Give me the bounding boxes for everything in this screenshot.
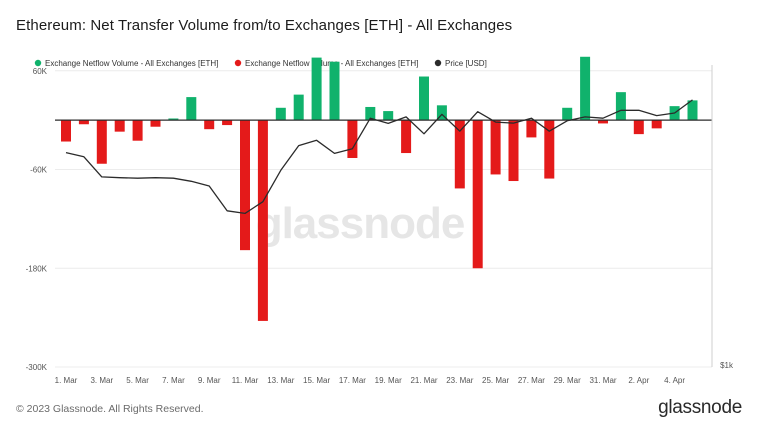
outflow-bar[interactable] [61,120,71,142]
inflow-bar[interactable] [687,100,698,121]
x-tick-label: 23. Mar [446,376,473,385]
outflow-bar[interactable] [78,120,89,125]
inflow-bar[interactable] [311,57,322,121]
inflow-bar[interactable] [436,105,447,121]
x-tick-label: 3. Mar [90,376,113,385]
inflow-bar[interactable] [365,106,376,121]
x-tick-label: 15. Mar [303,376,330,385]
x-tick-label: 19. Mar [375,376,402,385]
inflow-bar[interactable] [168,118,179,121]
outflow-bar[interactable] [490,120,501,175]
x-tick-label: 17. Mar [339,376,366,385]
bars [61,56,698,321]
legend-dot [234,59,242,67]
x-tick-label: 11. Mar [232,376,259,385]
inflow-bar[interactable] [615,92,626,121]
x-tick-label: 4. Apr [664,376,685,385]
inflow-bar[interactable] [562,107,573,121]
x-tick-label: 5. Mar [126,376,149,385]
outflow-bar[interactable] [240,120,250,251]
price-line [65,99,693,215]
inflow-bar[interactable] [580,56,591,121]
y-tick-label: -300K [26,363,48,372]
watermark: glassnode [256,199,465,248]
x-tick-label: 21. Mar [410,376,437,385]
price-series-line[interactable] [65,99,693,215]
axes: 60K -60K -180K -300K $1k 1. Mar 3. Mar 5. Mar 7.… [26,65,734,385]
outflow-bar[interactable] [347,120,358,158]
x-tick-label: 27. Mar [518,376,545,385]
inflow-bar[interactable] [186,97,197,121]
copyright-text: © 2023 Glassnode. All Rights Reserved. [16,403,204,415]
inflow-bar[interactable] [275,107,286,121]
outflow-bar[interactable] [526,120,537,138]
chart-title: Ethereum: Net Transfer Volume from/to Ex… [16,17,513,34]
outflow-bar[interactable] [544,120,555,179]
y-tick-label: 60K [33,67,48,76]
outflow-bar[interactable] [114,120,125,132]
outflow-bar[interactable] [508,120,519,182]
outflow-bar[interactable] [204,120,215,130]
legend-dot [434,59,442,67]
inflow-bar[interactable] [383,111,394,121]
inflow-bar[interactable] [419,76,429,121]
outflow-bar[interactable] [454,120,465,189]
outflow-bar[interactable] [150,120,161,127]
x-tick-label: 1. Mar [55,376,78,385]
x-tick-label: 13. Mar [267,376,294,385]
x-tick-label: 2. Apr [628,376,649,385]
outflow-bar[interactable] [401,120,412,154]
x-tick-label: 9. Mar [198,376,221,385]
outflow-bar[interactable] [96,120,107,164]
inflow-bar[interactable] [329,61,340,121]
outflow-bar[interactable] [472,120,483,269]
legend: Exchange Netflow Volume - All Exchanges … [34,59,487,68]
outflow-bar[interactable] [598,120,608,124]
x-tick-label: 31. Mar [589,376,616,385]
outflow-bar[interactable] [633,120,644,135]
outflow-bar[interactable] [651,120,662,129]
inflow-bar[interactable] [293,94,304,121]
y-tick-label: -60K [30,166,48,175]
outflow-bar[interactable] [132,120,143,141]
grid [55,70,712,368]
x-tick-label: 29. Mar [554,376,581,385]
legend-label[interactable]: Exchange Netflow Volume - All Exchanges … [45,59,218,68]
glassnode-logo[interactable]: glassnode [658,397,742,418]
x-tick-label: 25. Mar [482,376,509,385]
x-tick-label: 7. Mar [162,376,185,385]
outflow-bar[interactable] [257,120,268,321]
right-tick-label: $1k [720,361,734,370]
y-tick-label: -180K [26,264,48,273]
legend-label[interactable]: Price [USD] [445,59,487,68]
outflow-bar[interactable] [222,120,233,126]
legend-dot [34,59,42,67]
